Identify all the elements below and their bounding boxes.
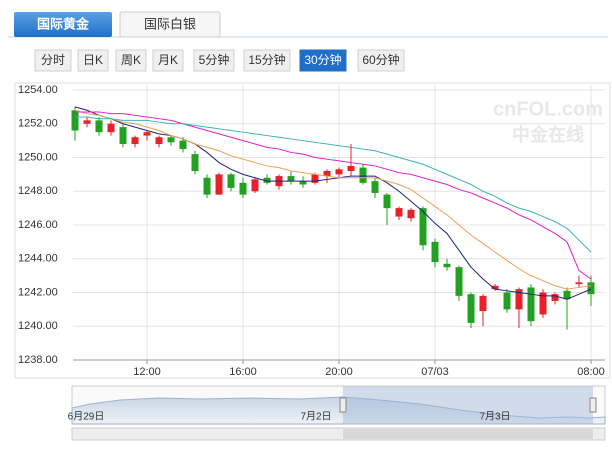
candle-body bbox=[383, 194, 391, 209]
candle-body bbox=[455, 267, 463, 296]
period-button-label[interactable]: 月K bbox=[158, 53, 178, 67]
candle-body bbox=[95, 120, 103, 133]
candle-body bbox=[83, 120, 91, 124]
y-tick-label: 1252.00 bbox=[18, 118, 58, 130]
candle-body bbox=[287, 176, 295, 182]
candle-body bbox=[215, 174, 223, 195]
candle-body bbox=[119, 127, 127, 144]
period-button[interactable] bbox=[34, 49, 72, 72]
candle-body bbox=[263, 177, 271, 183]
candle-body bbox=[347, 165, 355, 171]
candle-body bbox=[503, 292, 511, 310]
y-tick-label: 1250.00 bbox=[18, 151, 58, 163]
navigator-label: 7月2日 bbox=[300, 411, 331, 423]
chart-frame bbox=[14, 82, 611, 379]
candle-body bbox=[563, 290, 571, 300]
navigator-handle[interactable] bbox=[339, 397, 347, 413]
scrollbar-thumb[interactable] bbox=[343, 429, 593, 439]
candle-body bbox=[179, 140, 187, 150]
candle-body bbox=[239, 182, 247, 195]
candle-body bbox=[191, 154, 199, 171]
period-button[interactable] bbox=[77, 49, 109, 72]
candle-body bbox=[251, 179, 259, 192]
period-button-label[interactable]: 5分钟 bbox=[199, 52, 230, 67]
x-tick-label: 20:00 bbox=[325, 366, 353, 378]
navigator-area bbox=[71, 396, 606, 425]
period-button[interactable] bbox=[299, 49, 347, 72]
candle-body bbox=[335, 169, 343, 175]
candle-body bbox=[527, 287, 535, 322]
navigator-handle[interactable] bbox=[589, 397, 597, 413]
y-tick-label: 1242.00 bbox=[18, 286, 58, 298]
candle-body bbox=[551, 294, 559, 301]
candle-body bbox=[467, 294, 475, 323]
candle-body bbox=[491, 285, 499, 290]
candle-body bbox=[515, 289, 523, 310]
candle-body bbox=[359, 167, 367, 183]
candle-body bbox=[167, 137, 175, 143]
navigator-selection[interactable] bbox=[343, 386, 593, 424]
period-button[interactable] bbox=[357, 49, 405, 72]
period-button[interactable] bbox=[193, 49, 235, 72]
watermark: cnFOL.com bbox=[493, 98, 603, 120]
candle-body bbox=[203, 177, 211, 195]
candle-body bbox=[419, 208, 427, 246]
navigator-label: 7月3日 bbox=[479, 411, 510, 423]
candle-body bbox=[587, 282, 595, 295]
candle-body bbox=[431, 241, 439, 263]
candle-body bbox=[371, 181, 379, 193]
candle-body bbox=[479, 295, 487, 312]
candle-body bbox=[131, 137, 139, 144]
candle-body bbox=[299, 181, 307, 185]
tab-active[interactable] bbox=[14, 12, 112, 37]
candle-body bbox=[311, 174, 319, 183]
period-button-label[interactable]: 周K bbox=[121, 53, 141, 67]
candle-body bbox=[407, 209, 415, 219]
watermark: 中金在线 bbox=[512, 124, 584, 145]
tab-label[interactable]: 国际黄金 bbox=[37, 16, 90, 31]
period-button-label[interactable]: 15分钟 bbox=[248, 52, 285, 67]
candle-body bbox=[107, 123, 115, 133]
tab[interactable] bbox=[119, 11, 221, 38]
candle-body bbox=[71, 110, 79, 131]
candle-body bbox=[395, 208, 403, 217]
period-button[interactable] bbox=[152, 49, 184, 72]
y-tick-label: 1248.00 bbox=[18, 185, 58, 197]
candle-body bbox=[143, 132, 151, 136]
y-tick-label: 1238.00 bbox=[18, 354, 58, 366]
period-button-label[interactable]: 30分钟 bbox=[304, 52, 341, 67]
candle-body bbox=[539, 292, 547, 315]
period-button-label[interactable]: 60分钟 bbox=[362, 52, 399, 67]
ma-line bbox=[75, 116, 592, 253]
ma-line bbox=[74, 109, 592, 290]
candle-body bbox=[227, 174, 235, 188]
y-tick-label: 1254.00 bbox=[18, 84, 58, 96]
period-button-label[interactable]: 分时 bbox=[41, 53, 65, 67]
x-tick-label: 07/03 bbox=[421, 366, 449, 378]
y-tick-label: 1244.00 bbox=[18, 253, 58, 265]
x-tick-label: 16:00 bbox=[229, 366, 257, 378]
y-tick-label: 1240.00 bbox=[18, 320, 58, 332]
ma-line bbox=[74, 106, 592, 300]
x-tick-label: 08:00 bbox=[577, 366, 605, 378]
x-tick-label: 12:00 bbox=[133, 366, 161, 378]
period-button[interactable] bbox=[115, 49, 147, 72]
period-button[interactable] bbox=[243, 49, 291, 72]
tab-label[interactable]: 国际白银 bbox=[144, 16, 196, 31]
navigator-label: 6月29日 bbox=[68, 411, 105, 423]
candle-body bbox=[575, 282, 583, 285]
ma-line bbox=[75, 111, 592, 280]
candle-body bbox=[443, 263, 451, 268]
period-button-label[interactable]: 日K bbox=[83, 53, 103, 67]
y-tick-label: 1246.00 bbox=[18, 219, 58, 231]
candle-body bbox=[155, 137, 163, 144]
candle-body bbox=[323, 171, 331, 177]
